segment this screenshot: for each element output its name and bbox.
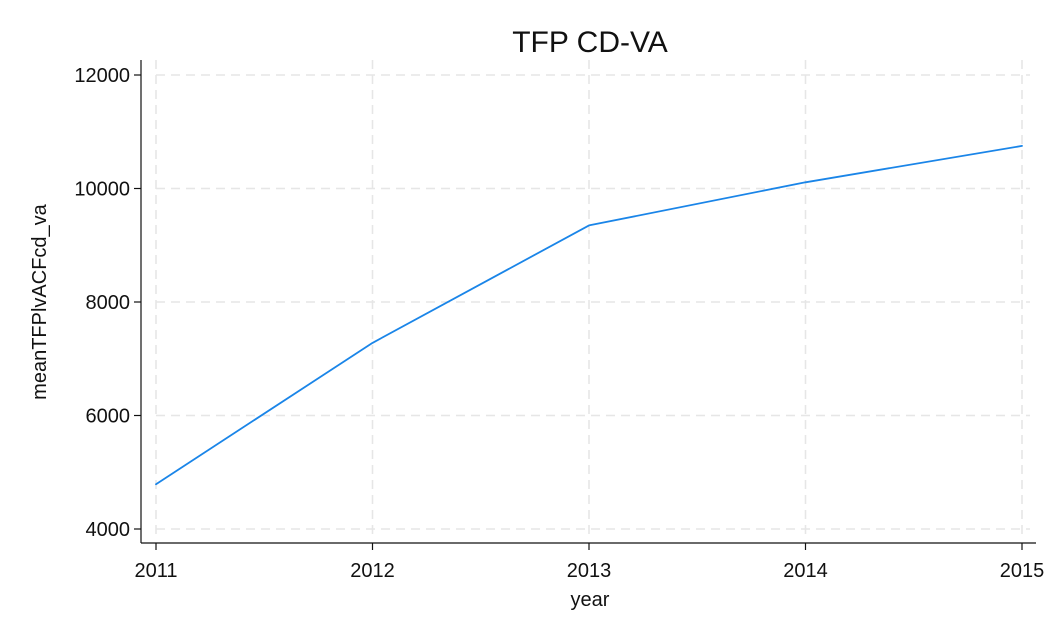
x-tick-label: 2015 bbox=[1000, 560, 1045, 582]
gridlines bbox=[155, 60, 1030, 535]
series-layer bbox=[155, 144, 1023, 486]
y-tick-label: 6000 bbox=[86, 406, 131, 428]
x-axis-label: year bbox=[571, 589, 610, 611]
x-tick-label: 2011 bbox=[134, 560, 177, 582]
chart-title: TFP CD-VA bbox=[512, 26, 668, 59]
axes: 4000 6000 8000 10000 12000 2011 2012 2013 2014 20… bbox=[74, 60, 1044, 582]
y-tick-label: 12000 bbox=[74, 65, 130, 87]
y-tick-label: 10000 bbox=[74, 179, 130, 201]
x-tick-label: 2013 bbox=[567, 560, 612, 582]
y-tick-label: 4000 bbox=[86, 519, 131, 541]
y-axis-label: meanTFPlvACFcd_va bbox=[29, 203, 51, 399]
x-tick-label: 2014 bbox=[783, 560, 828, 582]
y-tick-label: 8000 bbox=[86, 292, 131, 314]
x-tick-label: 2012 bbox=[350, 560, 395, 582]
series-line bbox=[155, 144, 1023, 486]
